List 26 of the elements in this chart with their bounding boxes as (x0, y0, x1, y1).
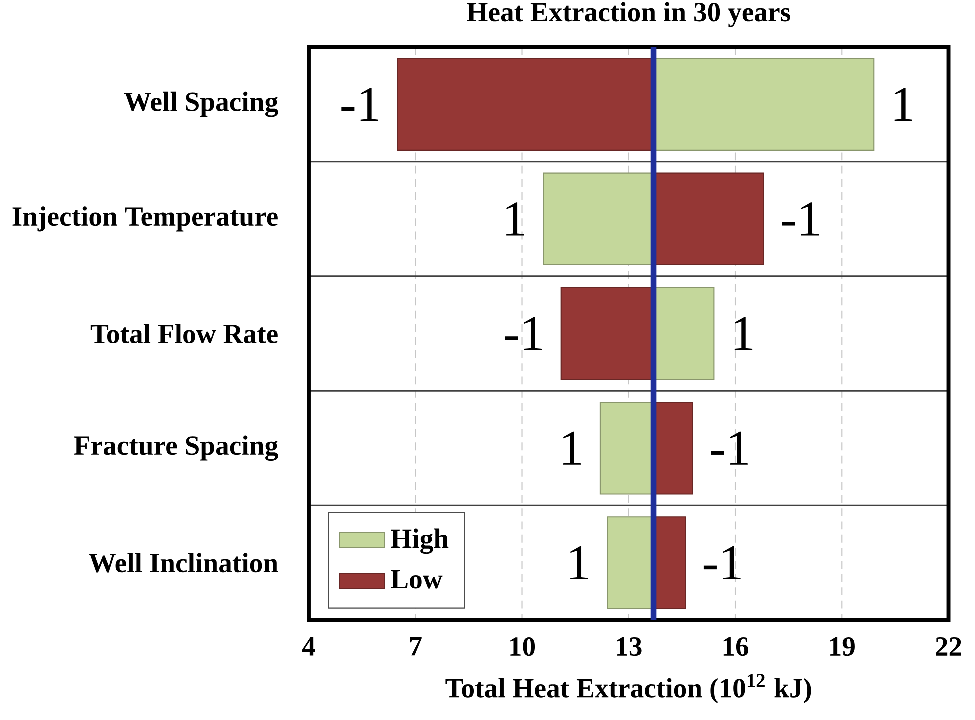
y-tick-label: Injection Temperature (12, 206, 278, 232)
chart-title: Heat Extraction in 30 years (467, 2, 790, 28)
x-tick-label: 7 (410, 638, 422, 656)
x-tick-label: 22 (936, 638, 962, 656)
annotation: 1 (563, 432, 582, 465)
annotation: -1 (704, 546, 741, 580)
x-tick-label: 13 (617, 638, 642, 656)
legend-label: Low (391, 570, 443, 589)
annotation: -1 (711, 432, 748, 465)
annotation: 1 (570, 546, 588, 580)
annotation: -1 (782, 202, 819, 236)
y-tick-label: Well Inclination (89, 553, 278, 573)
annotation: 1 (734, 317, 753, 350)
legend-label: High (391, 528, 449, 554)
annotation: 1 (506, 202, 524, 236)
annotation: -1 (342, 88, 379, 122)
y-tick-label: Total Flow Rate (90, 324, 278, 344)
y-tick-label: Fracture Spacing (74, 436, 278, 462)
x-axis-title: Total Heat Extraction (10$^{12}$ kJ) (446, 674, 812, 704)
y-tick-label: Well Spacing (124, 92, 278, 118)
annotation: 1 (894, 88, 913, 122)
x-tick-label: 4 (302, 638, 316, 656)
annotation: -1 (505, 317, 542, 350)
x-tick-label: 16 (724, 638, 749, 656)
x-tick-label: 10 (510, 638, 536, 656)
x-tick-label: 19 (830, 638, 855, 656)
